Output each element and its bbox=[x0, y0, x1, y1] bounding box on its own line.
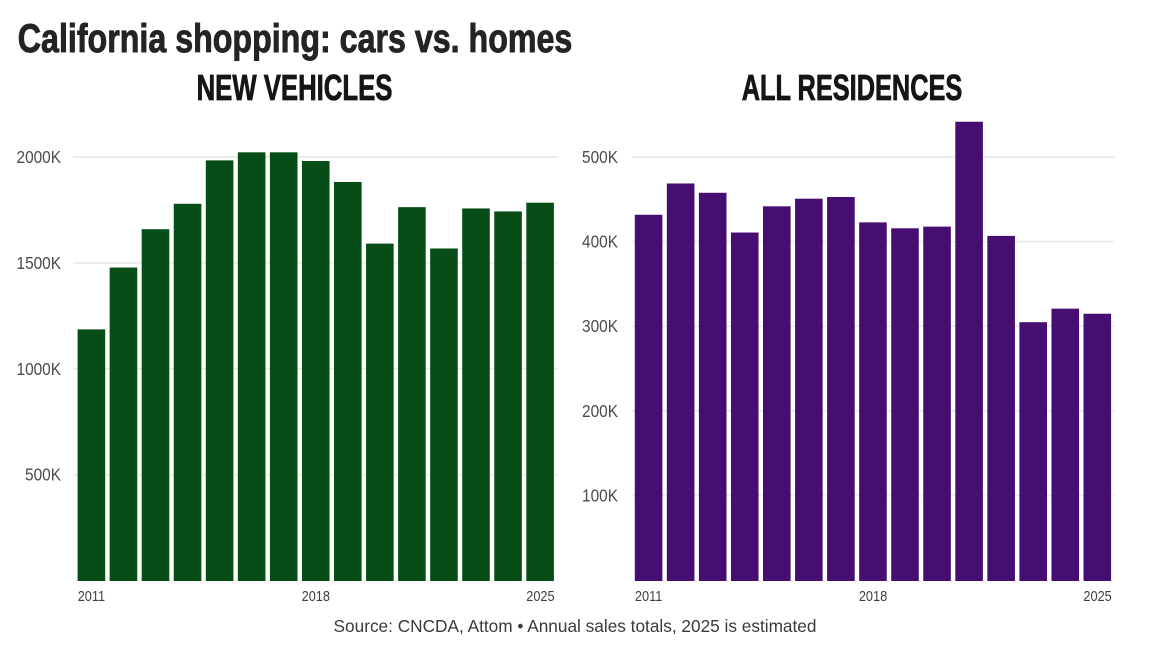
svg-text:300K: 300K bbox=[582, 317, 618, 336]
svg-text:100K: 100K bbox=[582, 487, 618, 506]
svg-text:Source: CNCDA, Attom • Annual: Source: CNCDA, Attom • Annual sales tota… bbox=[334, 615, 817, 635]
svg-text:1500K: 1500K bbox=[17, 254, 62, 273]
svg-text:1000K: 1000K bbox=[17, 360, 62, 379]
svg-text:2011: 2011 bbox=[635, 587, 663, 604]
svg-text:2025: 2025 bbox=[1083, 587, 1112, 604]
svg-text:California shopping: cars vs.: California shopping: cars vs. homes bbox=[18, 16, 572, 61]
svg-text:2011: 2011 bbox=[78, 587, 106, 604]
svg-text:2025: 2025 bbox=[526, 587, 555, 604]
svg-text:NEW VEHICLES: NEW VEHICLES bbox=[197, 68, 393, 108]
svg-text:500K: 500K bbox=[25, 466, 61, 485]
svg-text:2018: 2018 bbox=[859, 587, 888, 604]
svg-text:500K: 500K bbox=[582, 148, 618, 167]
svg-text:400K: 400K bbox=[582, 233, 618, 252]
svg-text:ALL RESIDENCES: ALL RESIDENCES bbox=[742, 68, 963, 108]
svg-text:2000K: 2000K bbox=[17, 148, 62, 167]
svg-text:2018: 2018 bbox=[302, 587, 331, 604]
svg-text:200K: 200K bbox=[582, 402, 618, 421]
